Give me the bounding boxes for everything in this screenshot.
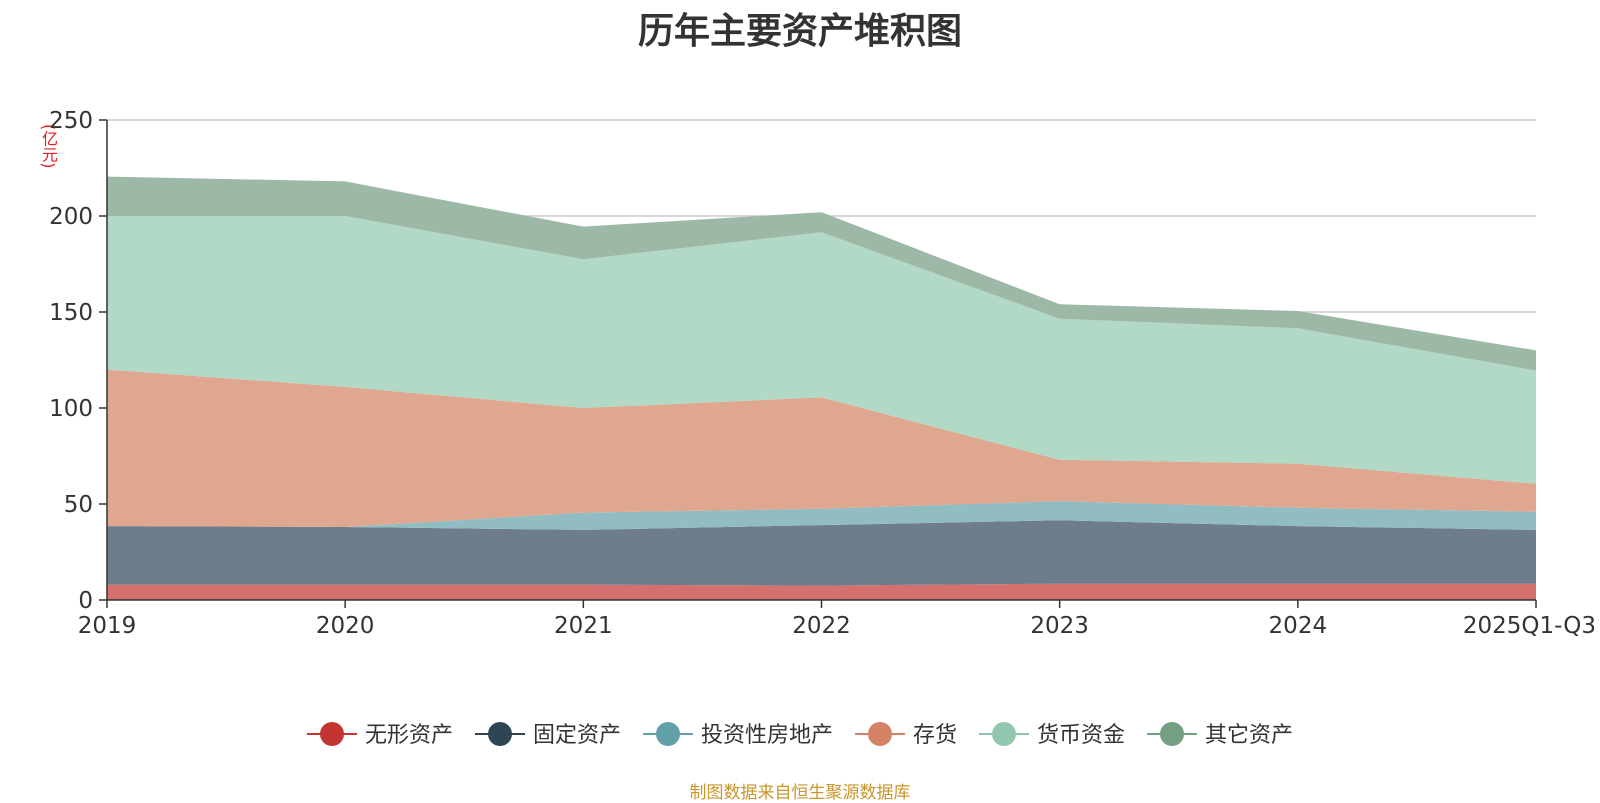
legend-label: 无形资产 xyxy=(365,723,453,748)
area-series-4 xyxy=(107,216,1536,484)
area-series-5 xyxy=(107,176,1536,371)
y-tick-label: 0 xyxy=(78,588,93,614)
y-tick-label: 200 xyxy=(49,204,93,230)
x-tick-label: 2024 xyxy=(1269,613,1328,639)
legend-marker xyxy=(1160,722,1184,746)
y-tick-label: 250 xyxy=(49,108,93,134)
legend-item-4[interactable]: 货币资金 xyxy=(979,722,1125,748)
legend-marker xyxy=(992,722,1016,746)
axes xyxy=(99,119,1537,608)
legend-item-5[interactable]: 其它资产 xyxy=(1147,722,1293,748)
x-tick-label: 2022 xyxy=(792,613,851,639)
area-series-0 xyxy=(107,583,1536,600)
y-tick-label: 100 xyxy=(49,396,93,422)
legend-item-3[interactable]: 存货 xyxy=(855,722,957,748)
y-axis-unit-label: (亿元) xyxy=(39,124,58,169)
legend[interactable]: 无形资产 固定资产 投资性房地产 存货 货币资金 其它资产 xyxy=(307,722,1293,748)
x-tick-label: 2023 xyxy=(1030,613,1089,639)
y-tick-label: 50 xyxy=(64,492,93,518)
area-series-1 xyxy=(107,520,1536,586)
chart-title: 历年主要资产堆积图 xyxy=(637,11,962,52)
area-series xyxy=(107,176,1536,600)
legend-label: 存货 xyxy=(913,723,957,748)
legend-marker xyxy=(656,722,680,746)
legend-label: 其它资产 xyxy=(1205,723,1293,748)
legend-marker xyxy=(488,722,512,746)
legend-label: 固定资产 xyxy=(533,723,621,748)
y-tick-label: 150 xyxy=(49,300,93,326)
legend-marker xyxy=(868,722,892,746)
x-tick-label: 2020 xyxy=(316,613,375,639)
tick-labels: 0 50 100 150 200 250 2019 2020 2021 2022 2023 2024 2… xyxy=(49,108,1596,639)
legend-label: 货币资金 xyxy=(1037,723,1125,748)
data-source-note: 制图数据来自恒生聚源数据库 xyxy=(689,783,911,803)
area-series-3 xyxy=(107,369,1536,527)
x-tick-label: 2019 xyxy=(78,613,137,639)
legend-item-1[interactable]: 固定资产 xyxy=(475,722,621,748)
legend-item-2[interactable]: 投资性房地产 xyxy=(643,722,833,748)
x-tick-label: 2021 xyxy=(554,613,613,639)
area-series-2 xyxy=(107,501,1536,530)
legend-label: 投资性房地产 xyxy=(701,723,833,748)
legend-item-0[interactable]: 无形资产 xyxy=(307,722,453,748)
legend-marker xyxy=(320,722,344,746)
x-tick-label: 2025Q1-Q3 xyxy=(1463,613,1596,639)
